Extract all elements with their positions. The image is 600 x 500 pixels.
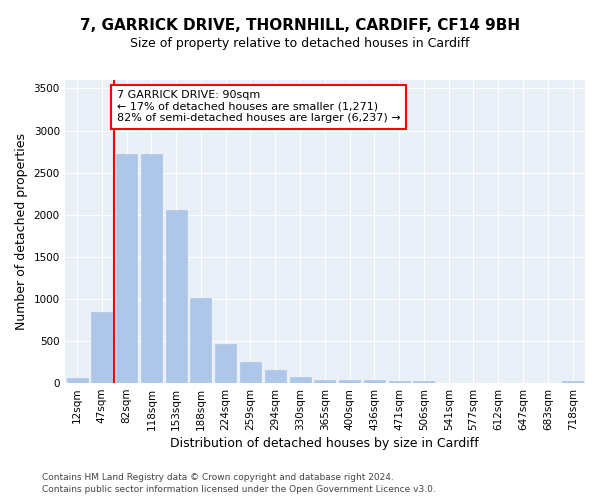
Text: Contains HM Land Registry data © Crown copyright and database right 2024.: Contains HM Land Registry data © Crown c…: [42, 474, 394, 482]
Bar: [166, 210, 187, 383]
X-axis label: Distribution of detached houses by size in Cardiff: Distribution of detached houses by size …: [170, 437, 479, 450]
Y-axis label: Number of detached properties: Number of detached properties: [15, 133, 28, 330]
Bar: [562, 382, 583, 383]
Bar: [240, 362, 261, 383]
Bar: [364, 380, 385, 383]
Bar: [91, 312, 112, 383]
Bar: [67, 378, 88, 383]
Bar: [141, 154, 162, 383]
Bar: [116, 154, 137, 383]
Bar: [413, 382, 434, 383]
Text: 7, GARRICK DRIVE, THORNHILL, CARDIFF, CF14 9BH: 7, GARRICK DRIVE, THORNHILL, CARDIFF, CF…: [80, 18, 520, 32]
Bar: [290, 377, 311, 383]
Bar: [265, 370, 286, 383]
Bar: [339, 380, 360, 383]
Text: Contains public sector information licensed under the Open Government Licence v3: Contains public sector information licen…: [42, 485, 436, 494]
Bar: [215, 344, 236, 383]
Text: 7 GARRICK DRIVE: 90sqm
← 17% of detached houses are smaller (1,271)
82% of semi-: 7 GARRICK DRIVE: 90sqm ← 17% of detached…: [117, 90, 400, 124]
Bar: [389, 381, 410, 383]
Bar: [190, 298, 211, 383]
Bar: [314, 380, 335, 383]
Text: Size of property relative to detached houses in Cardiff: Size of property relative to detached ho…: [130, 38, 470, 51]
